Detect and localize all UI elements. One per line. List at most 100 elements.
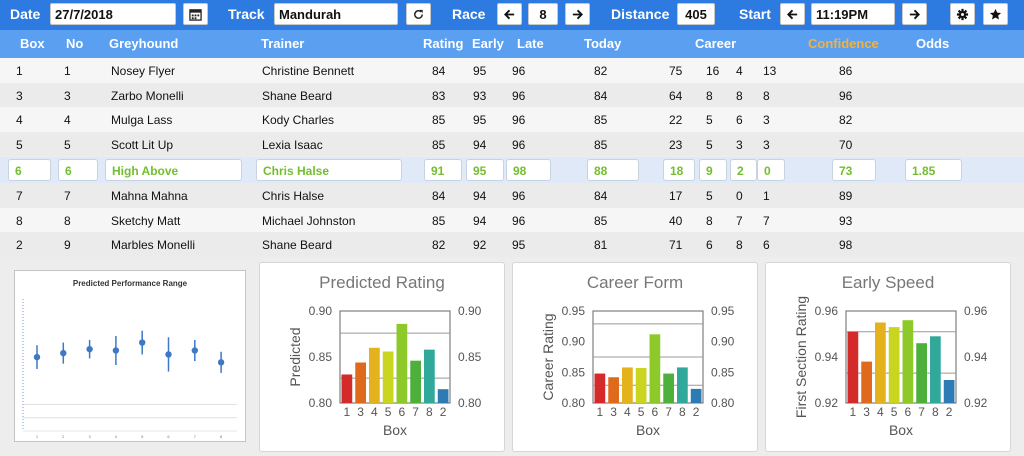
y-axis-label: Predicted bbox=[287, 327, 303, 386]
refresh-icon bbox=[414, 9, 423, 19]
gear-icon bbox=[956, 8, 969, 20]
cell-greyhound: Marbles Monelli bbox=[111, 238, 196, 252]
cell-career-3[interactable]: 2 bbox=[730, 159, 757, 181]
col-confidence[interactable]: Confidence bbox=[808, 36, 879, 51]
selected-table-row[interactable]: 6 6 High Above Chris Halse 91 95 98 88 1… bbox=[0, 157, 1024, 183]
cell-confidence: 70 bbox=[839, 137, 853, 152]
data-point bbox=[86, 345, 93, 353]
cell-box[interactable]: 6 bbox=[8, 159, 51, 181]
cell-early[interactable]: 95 bbox=[466, 159, 504, 181]
race-next-button[interactable] bbox=[565, 3, 590, 25]
start-time-input[interactable]: 11:19PM bbox=[811, 3, 895, 25]
x-tick-label: 8 bbox=[679, 405, 686, 419]
cell-odds[interactable]: 1.85 bbox=[905, 159, 962, 181]
x-tick-label: 1 bbox=[597, 405, 604, 419]
cell-career-2[interactable]: 9 bbox=[699, 159, 727, 181]
cell-today: 84 bbox=[594, 189, 608, 203]
table-row[interactable]: 2 9 Marbles Monelli Shane Beard 82 92 95… bbox=[0, 232, 1024, 257]
cell-no: 8 bbox=[64, 213, 71, 228]
arrow-left-icon bbox=[504, 9, 515, 19]
calendar-button[interactable] bbox=[183, 3, 208, 25]
start-prev-button[interactable] bbox=[780, 3, 805, 25]
cell-greyhound[interactable]: High Above bbox=[105, 159, 242, 181]
col-trainer[interactable]: Trainer bbox=[261, 36, 305, 51]
cell-career-4[interactable]: 0 bbox=[757, 159, 785, 181]
calendar-icon bbox=[189, 8, 202, 21]
cell-career-1[interactable]: 18 bbox=[663, 159, 695, 181]
x-tick-label: 2 bbox=[62, 434, 65, 439]
cell-late: 96 bbox=[512, 189, 526, 203]
cell-confidence[interactable]: 73 bbox=[832, 159, 876, 181]
race-prev-button[interactable] bbox=[497, 3, 522, 25]
x-tick-label: 2 bbox=[440, 405, 447, 419]
cell-rating[interactable]: 91 bbox=[424, 159, 462, 181]
cell-career-2: 16 bbox=[706, 64, 720, 78]
favorite-button[interactable] bbox=[983, 3, 1008, 25]
col-career[interactable]: Career bbox=[695, 36, 737, 51]
cell-early: 94 bbox=[473, 137, 487, 152]
date-input[interactable]: 27/7/2018 bbox=[50, 3, 176, 25]
distance-input[interactable]: 405 bbox=[677, 3, 715, 25]
early-speed-panel: Early Speed 0.92 0.92 0.94 0.94 0.96 0.96 1 3 4 5… bbox=[765, 262, 1011, 452]
x-tick-label: 1 bbox=[850, 405, 857, 419]
y-tick-label: 0.85 bbox=[309, 350, 333, 364]
bar bbox=[847, 331, 859, 403]
track-input[interactable]: Mandurah bbox=[274, 3, 398, 25]
cell-today: 84 bbox=[594, 88, 608, 103]
refresh-button[interactable] bbox=[406, 3, 431, 25]
cell-career-1: 71 bbox=[669, 238, 683, 252]
cell-no: 4 bbox=[64, 113, 71, 127]
start-next-button[interactable] bbox=[902, 3, 927, 25]
career-form-chart: 0.80 0.80 0.85 0.85 0.90 0.90 0.95 0.95 1 3 4 5 6 7 8 2… bbox=[540, 304, 735, 438]
cell-late: 95 bbox=[512, 238, 526, 252]
cell-rating: 84 bbox=[432, 189, 446, 203]
col-odds[interactable]: Odds bbox=[916, 36, 950, 51]
y-tick-label-right: 0.94 bbox=[964, 350, 988, 364]
cell-confidence: 86 bbox=[839, 64, 853, 78]
cell-confidence: 96 bbox=[839, 88, 853, 103]
bar bbox=[888, 327, 900, 403]
col-late[interactable]: Late bbox=[517, 36, 544, 51]
cell-career-1: 75 bbox=[669, 64, 683, 78]
col-rating[interactable]: Rating bbox=[423, 36, 464, 51]
cell-late[interactable]: 98 bbox=[506, 159, 551, 181]
table-row[interactable]: 8 8 Sketchy Matt Michael Johnston 85 94 … bbox=[0, 207, 1024, 232]
chart-title: Predicted Rating bbox=[319, 273, 445, 292]
cell-rating: 85 bbox=[432, 137, 446, 152]
x-tick-label: 4 bbox=[624, 405, 631, 419]
cell-today[interactable]: 88 bbox=[587, 159, 639, 181]
cell-no: 1 bbox=[64, 64, 71, 78]
table-row[interactable]: 3 3 Zarbo Monelli Shane Beard 83 93 96 8… bbox=[0, 82, 1024, 107]
cell-career-4: 7 bbox=[763, 213, 770, 228]
cell-today: 81 bbox=[594, 238, 608, 252]
table-row[interactable]: 7 7 Mahna Mahna Chris Halse 84 94 96 84 … bbox=[0, 183, 1024, 208]
col-box[interactable]: Box bbox=[20, 36, 45, 51]
settings-button[interactable] bbox=[950, 3, 975, 25]
cell-no[interactable]: 6 bbox=[58, 159, 98, 181]
cell-career-3: 6 bbox=[736, 113, 743, 127]
table-row[interactable]: 5 5 Scott Lit Up Lexia Isaac 85 94 96 85… bbox=[0, 131, 1024, 156]
arrow-right-icon bbox=[572, 9, 583, 19]
cell-rating: 82 bbox=[432, 238, 446, 252]
cell-trainer[interactable]: Chris Halse bbox=[256, 159, 402, 181]
plot-frame bbox=[845, 310, 957, 404]
cell-greyhound: Zarbo Monelli bbox=[111, 88, 184, 103]
bar bbox=[649, 334, 661, 403]
y-tick-label: 0.95 bbox=[562, 304, 586, 318]
data-point bbox=[217, 359, 225, 366]
y-tick-label-right: 0.90 bbox=[458, 304, 482, 318]
date-label: Date bbox=[10, 6, 41, 22]
race-input[interactable]: 8 bbox=[528, 3, 558, 25]
cell-career-2: 8 bbox=[706, 213, 713, 228]
table-row[interactable]: 1 1 Nosey Flyer Christine Bennett 84 95 … bbox=[0, 58, 1024, 83]
col-today[interactable]: Today bbox=[584, 36, 622, 51]
col-no[interactable]: No bbox=[66, 36, 84, 51]
x-tick-label: 4 bbox=[877, 405, 884, 419]
x-tick-label: 7 bbox=[412, 405, 419, 419]
col-greyhound[interactable]: Greyhound bbox=[109, 36, 179, 51]
table-row[interactable]: 4 4 Mulga Lass Kody Charles 85 95 96 85 … bbox=[0, 107, 1024, 132]
cell-greyhound: Scott Lit Up bbox=[111, 137, 174, 152]
col-early[interactable]: Early bbox=[472, 36, 504, 51]
chart-title: Career Form bbox=[586, 273, 684, 292]
cell-career-3: 8 bbox=[736, 238, 743, 252]
